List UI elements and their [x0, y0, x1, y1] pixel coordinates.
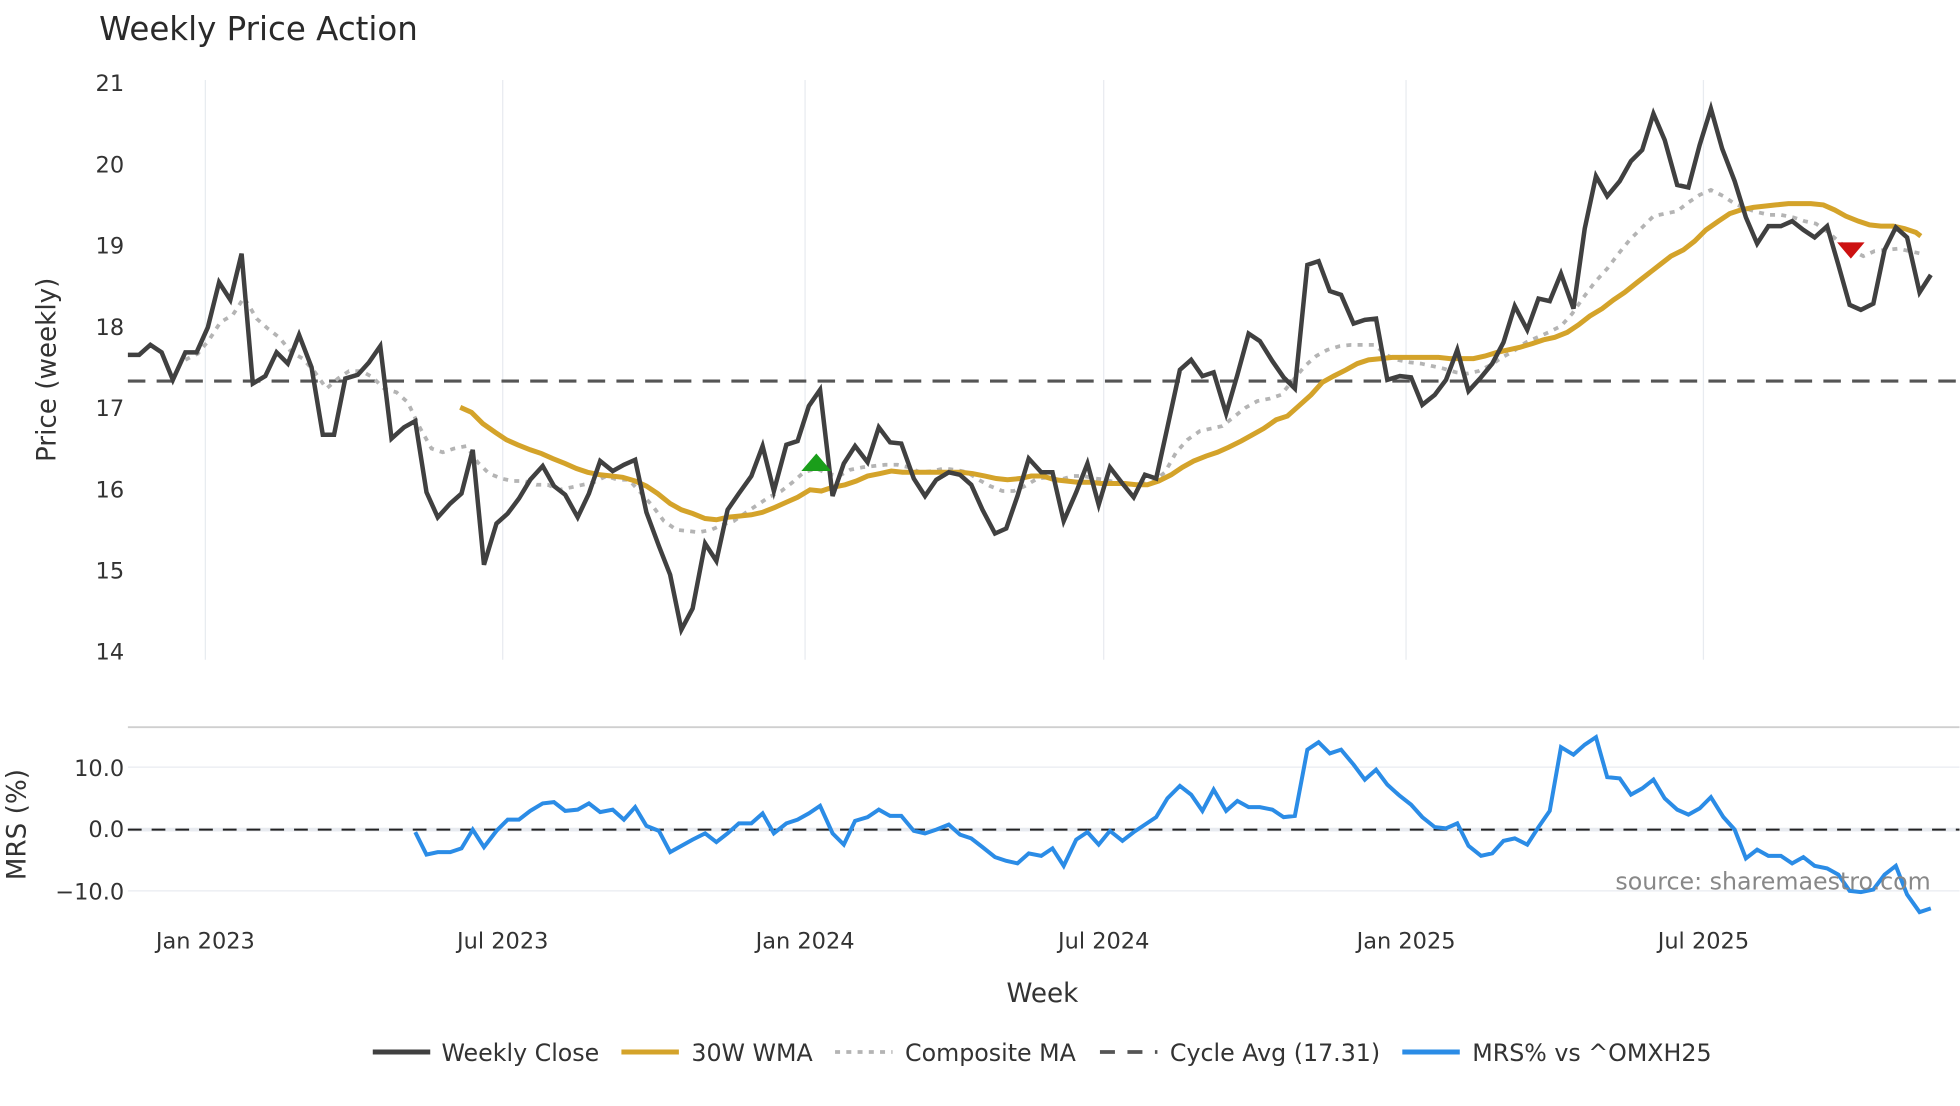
- legend-label: Composite MA: [905, 1039, 1077, 1067]
- y-tick: 17: [96, 396, 125, 422]
- x-tick: Jan 2024: [754, 928, 855, 954]
- y-tick: −10.0: [55, 880, 124, 906]
- price-y-ticks: 21 20 19 18 17 16 15 14: [96, 71, 125, 665]
- x-tick: Jan 2023: [154, 928, 255, 954]
- watermark-text: source: sharemaestro.com: [1615, 868, 1930, 896]
- weekly-close-line: [127, 100, 1933, 637]
- legend-item-cycle-avg[interactable]: Cycle Avg (17.31): [1099, 1039, 1380, 1067]
- mrs-line: [413, 733, 1932, 915]
- legend-label: Weekly Close: [441, 1039, 599, 1067]
- legend-item-mrs[interactable]: MRS% vs ^OMXH25: [1402, 1039, 1712, 1067]
- price-gridlines: [204, 79, 1705, 660]
- legend-item-weekly-close[interactable]: Weekly Close: [372, 1039, 599, 1067]
- y-tick: 10.0: [74, 756, 124, 782]
- y-tick: 18: [96, 315, 125, 341]
- sell-signal-triangle-icon: [1837, 242, 1865, 259]
- x-ticks: Jan 2023 Jul 2023 Jan 2024 Jul 2024 Jan …: [154, 928, 1749, 954]
- legend-item-wma[interactable]: 30W WMA: [621, 1039, 813, 1067]
- price-y-axis-label: Price (weekly): [32, 278, 62, 462]
- buy-signal-triangle-icon: [801, 453, 832, 472]
- x-axis-label: Week: [1007, 979, 1080, 1009]
- mrs-y-axis-label: MRS (%): [2, 769, 32, 880]
- y-tick: 19: [96, 234, 125, 260]
- y-tick: 14: [96, 640, 125, 666]
- chart-title: Weekly Price Action: [99, 10, 418, 48]
- y-tick: 20: [96, 152, 125, 178]
- y-tick: 15: [96, 558, 125, 584]
- legend-label: Cycle Avg (17.31): [1170, 1039, 1380, 1067]
- legend-label: MRS% vs ^OMXH25: [1472, 1039, 1711, 1067]
- legend-label: 30W WMA: [691, 1039, 813, 1067]
- x-tick: Jul 2024: [1056, 928, 1149, 954]
- y-tick: 21: [96, 71, 125, 97]
- mrs-y-ticks: 10.0 0.0 −10.0: [55, 756, 124, 906]
- y-tick: 0.0: [88, 817, 124, 843]
- x-tick: Jul 2025: [1656, 928, 1749, 954]
- x-tick: Jul 2023: [455, 928, 548, 954]
- y-tick: 16: [96, 477, 125, 503]
- wma-30w-line: [459, 201, 1923, 523]
- legend: Weekly Close 30W WMA Composite MA Cycle …: [372, 1039, 1712, 1067]
- x-tick: Jan 2025: [1355, 928, 1456, 954]
- legend-item-composite-ma[interactable]: Composite MA: [835, 1039, 1077, 1067]
